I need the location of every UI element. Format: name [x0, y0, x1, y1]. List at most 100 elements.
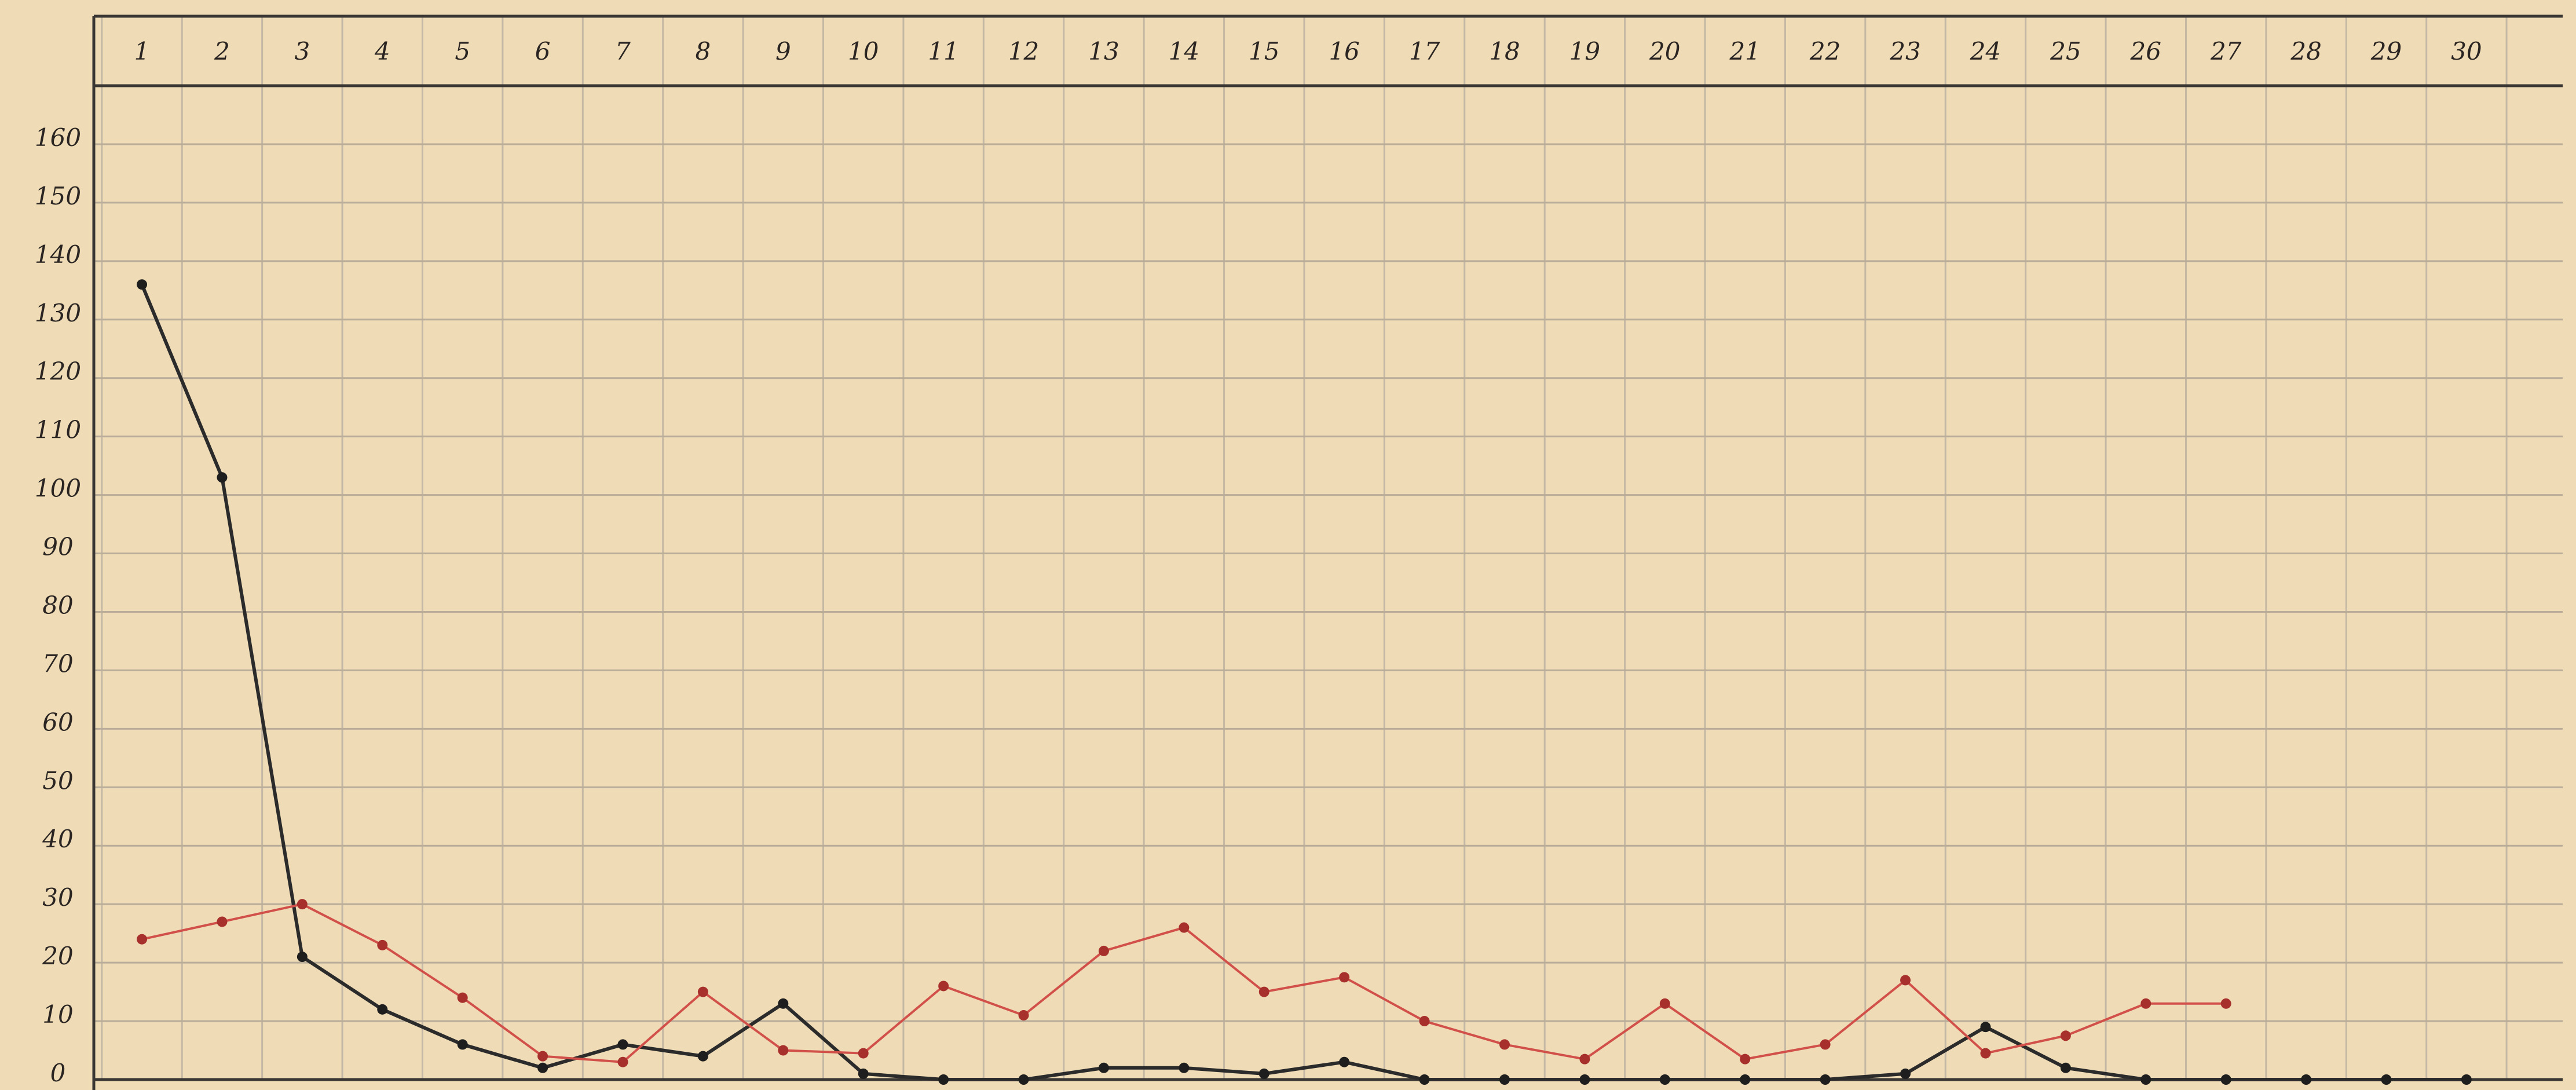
data-point — [1099, 1063, 1109, 1073]
x-tick-label: 24 — [1970, 37, 2001, 65]
data-point — [1339, 1057, 1349, 1067]
data-point — [618, 1057, 628, 1067]
x-tick-label: 11 — [928, 37, 958, 65]
y-tick-label: 150 — [35, 182, 81, 210]
data-point — [1900, 975, 1911, 985]
x-tick-label: 30 — [2451, 37, 2482, 65]
data-point — [2301, 1074, 2311, 1085]
data-point — [1339, 972, 1349, 982]
x-tick-label: 19 — [1569, 37, 1600, 65]
data-point — [2461, 1074, 2472, 1085]
x-tick-label: 13 — [1088, 37, 1119, 65]
data-point — [1499, 1039, 1510, 1049]
x-tick-label: 16 — [1329, 37, 1359, 65]
x-tick-label: 1 — [134, 37, 150, 65]
data-point — [778, 998, 788, 1009]
paper-background — [0, 0, 2576, 1090]
data-point — [537, 1063, 548, 1073]
x-tick-label: 22 — [1809, 37, 1840, 65]
y-tick-label: 90 — [42, 533, 73, 561]
data-point — [217, 916, 227, 927]
data-point — [2061, 1063, 2071, 1073]
data-point — [2221, 1074, 2231, 1085]
data-point — [297, 952, 308, 962]
x-tick-label: 2 — [214, 37, 230, 65]
y-tick-label: 110 — [35, 416, 81, 444]
data-point — [1740, 1074, 1750, 1085]
data-point — [1980, 1048, 1990, 1059]
data-point — [938, 1074, 949, 1085]
y-tick-label: 160 — [35, 123, 81, 152]
y-tick-label: 80 — [42, 591, 73, 619]
x-tick-label: 8 — [696, 37, 711, 65]
x-tick-label: 4 — [374, 37, 390, 65]
data-point — [1419, 1016, 1430, 1026]
data-point — [858, 1048, 869, 1059]
chart: 0102030405060708090100110120130140150160… — [0, 0, 2576, 1090]
data-point — [1740, 1054, 1750, 1065]
y-tick-label: 20 — [42, 942, 73, 970]
data-point — [458, 1039, 468, 1049]
y-tick-label: 30 — [42, 883, 73, 912]
data-point — [1179, 923, 1189, 933]
x-tick-label: 17 — [1409, 37, 1440, 65]
x-tick-label: 15 — [1249, 37, 1279, 65]
y-tick-label: 120 — [35, 357, 81, 386]
data-point — [618, 1039, 628, 1049]
y-tick-label: 0 — [50, 1059, 66, 1087]
data-point — [2221, 998, 2231, 1009]
data-point — [938, 981, 949, 991]
data-point — [2140, 1074, 2151, 1085]
data-point — [1660, 998, 1670, 1009]
data-point — [377, 940, 387, 950]
data-point — [1419, 1074, 1430, 1085]
data-point — [858, 1069, 869, 1079]
y-tick-label: 40 — [42, 825, 73, 853]
data-point — [698, 1051, 708, 1062]
data-point — [1900, 1069, 1911, 1079]
x-tick-label: 23 — [1889, 37, 1920, 65]
x-tick-label: 18 — [1489, 37, 1520, 65]
x-tick-label: 10 — [848, 37, 879, 65]
x-tick-label: 26 — [2130, 37, 2161, 65]
data-point — [217, 472, 227, 482]
data-point — [2381, 1074, 2392, 1085]
data-point — [1579, 1074, 1590, 1085]
x-tick-label: 14 — [1169, 37, 1199, 65]
data-point — [1820, 1039, 1831, 1049]
x-tick-label: 21 — [1729, 37, 1761, 65]
data-point — [1660, 1074, 1670, 1085]
x-tick-label: 7 — [615, 37, 631, 65]
data-point — [297, 899, 308, 909]
data-point — [137, 934, 147, 945]
x-tick-label: 6 — [535, 37, 551, 65]
data-point — [1980, 1022, 1990, 1032]
data-point — [2061, 1030, 2071, 1041]
data-point — [1259, 1069, 1269, 1079]
data-point — [1019, 1010, 1029, 1020]
x-tick-label: 27 — [2210, 37, 2242, 65]
data-point — [458, 993, 468, 1003]
data-point — [1179, 1063, 1189, 1073]
data-point — [1499, 1074, 1510, 1085]
x-tick-label: 20 — [1649, 37, 1680, 65]
y-tick-label: 70 — [42, 649, 73, 678]
data-point — [2140, 998, 2151, 1009]
data-point — [778, 1045, 788, 1056]
data-point — [1019, 1074, 1029, 1085]
data-point — [377, 1004, 387, 1015]
y-tick-label: 100 — [35, 474, 81, 503]
x-tick-label: 12 — [1008, 37, 1039, 65]
y-tick-label: 60 — [42, 708, 73, 736]
y-tick-label: 50 — [42, 766, 73, 795]
data-point — [1259, 987, 1269, 997]
data-point — [1579, 1054, 1590, 1065]
data-point — [1820, 1074, 1831, 1085]
y-tick-label: 140 — [35, 240, 81, 269]
data-point — [698, 987, 708, 997]
x-tick-label: 5 — [455, 37, 470, 65]
y-tick-label: 10 — [42, 1000, 73, 1029]
page: 0102030405060708090100110120130140150160… — [0, 0, 2576, 1090]
x-tick-label: 3 — [294, 37, 310, 65]
data-point — [1099, 946, 1109, 956]
